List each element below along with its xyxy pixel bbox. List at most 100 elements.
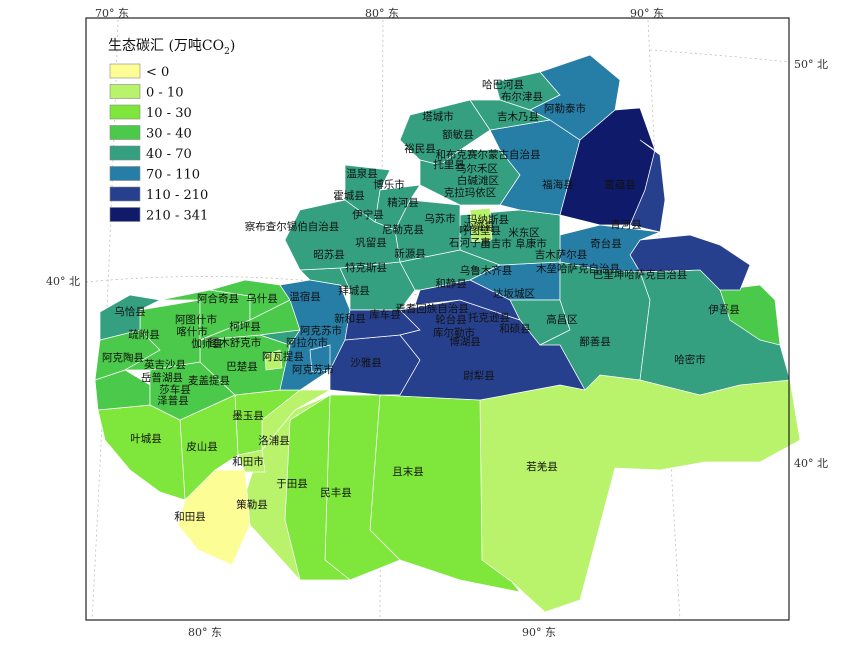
county-label: 图木舒克市 [209,336,262,349]
county-label: 吉木乃县 [497,111,539,123]
county-label: 青河县 [610,218,642,231]
county-label: 奇台县 [590,237,622,250]
county-label: 温泉县 [346,167,378,180]
legend-swatch [109,84,141,99]
county-label: 巴里坤哈萨克自治县 [593,268,688,281]
coord-right-50: 50° 北 [794,58,828,71]
coord-top-90: 90° 东 [630,7,664,20]
county-label: 伽师县 [191,337,223,350]
legend-title: 生态碳汇 (万吨CO2) [108,38,235,57]
county-label: 塔城市 [422,110,454,123]
county-label: 哈密市 [674,353,706,366]
county-label: 喀什市 [176,325,208,338]
county-label: 博乐市 [373,178,405,191]
county-wuqia[interactable] [99,294,162,341]
legend-label: 0 - 10 [146,86,183,101]
county-label: 焉耆回族自治县 [395,302,469,315]
county-jinghe-bole[interactable] [344,164,391,223]
county-label: 阜康市 [515,237,547,250]
coord-right-40: 40° 北 [794,457,828,470]
coord-top-70: 70° 东 [95,7,129,20]
county-label: 乌什县 [246,292,278,305]
county-mulei-qitai[interactable] [559,224,661,273]
county-ruoqiang[interactable] [479,374,801,613]
county-label: 泽普县 [157,394,189,407]
county-shihezi[interactable] [469,207,493,243]
county-label: 额敏县 [442,128,474,141]
county-label: 巴楚县 [226,360,258,373]
legend-label: 10 - 30 [146,106,192,121]
county-label: 特克斯县 [345,261,387,274]
county-label: 于田县 [276,478,308,490]
county-label: 博湖县 [449,335,481,348]
graticule [85,19,791,621]
county-regions [94,54,801,613]
county-label: 克拉玛依区 [444,186,497,199]
legend-swatch [109,186,141,202]
legend-label: 110 - 210 [146,188,208,203]
county-label: 哈巴河县 [482,78,524,91]
county-qinghe[interactable] [629,139,666,233]
legend: 生态碳汇 (万吨CO2) < 0 0 - 10 10 - 30 30 - 40 40 -… [108,38,235,224]
county-label: 裕民县 [404,142,436,155]
county-label: 布尔津县 [501,90,543,103]
county-label: 托克逊县 [468,311,510,324]
county-label: 新源县 [394,247,426,260]
county-label: 乌恰县 [114,305,146,318]
county-label: 玛纳斯县 [467,213,509,226]
county-aksu-strip[interactable] [279,279,351,391]
coord-left-40: 40° 北 [46,275,80,288]
legend-swatch [109,207,141,222]
county-label: 和田县 [174,511,206,523]
county-label: 高昌区 [546,313,578,326]
county-label: 乌苏市 [424,212,456,225]
county-kargilik[interactable] [97,404,186,501]
county-label: 英吉沙县 [144,358,186,371]
county-label: 且末县 [392,465,424,478]
county-label: 伊吾县 [708,304,740,316]
county-jeminay[interactable] [469,99,552,131]
county-yiwu[interactable] [719,284,781,346]
county-label: 米东区 [508,226,540,239]
legend-label: 30 - 40 [146,127,192,142]
legend-label: 210 - 341 [146,209,208,224]
county-label: 伊宁县 [352,208,384,221]
county-label: 阿克苏市 [300,324,342,337]
county-hotan[interactable] [177,469,251,566]
county-label: 莎车县 [159,383,191,396]
coord-bottom-90: 90° 东 [522,626,556,639]
county-label: 洛浦县 [258,434,290,447]
county-label: 托里县 [433,158,465,171]
county-label: 沙雅县 [350,356,382,369]
county-label: 若羌县 [526,460,558,473]
county-label: 墨玉县 [232,410,264,422]
county-label: 阿克苏市 [292,363,334,376]
county-label: 温宿县 [289,290,321,303]
legend-label: 40 - 70 [146,147,192,162]
county-label: 阿瓦提县 [262,351,304,363]
county-label: 策勒县 [236,498,268,511]
county-label: 和田市 [232,455,264,468]
county-label: 巩留县 [355,236,387,249]
county-alar[interactable] [309,344,331,373]
county-label: 库尔勒市 [433,326,475,339]
county-label: 阿拉尔市 [286,336,328,349]
county-tumxuk[interactable] [264,349,283,371]
county-label: 和硕县 [499,323,531,335]
county-label: 疏附县 [128,328,160,341]
county-label: 察布查尔锡伯自治县 [245,220,340,233]
county-label: 阿合奇县 [197,292,239,305]
legend-swatch [109,63,141,79]
county-label: 鄯善县 [579,335,611,348]
county-label: 轮台县 [435,313,467,326]
legend-swatch [109,104,141,120]
legend-swatch [109,166,141,181]
county-label: 柯坪县 [229,320,261,333]
legend-swatch [109,145,141,161]
county-label: 乌尔禾区 [456,162,498,175]
county-label: 精河县 [387,196,419,209]
county-label: 阿勒泰市 [544,102,586,115]
county-label: 木垒哈萨克自治县 [536,262,620,275]
legend-label: < 0 [146,65,169,80]
